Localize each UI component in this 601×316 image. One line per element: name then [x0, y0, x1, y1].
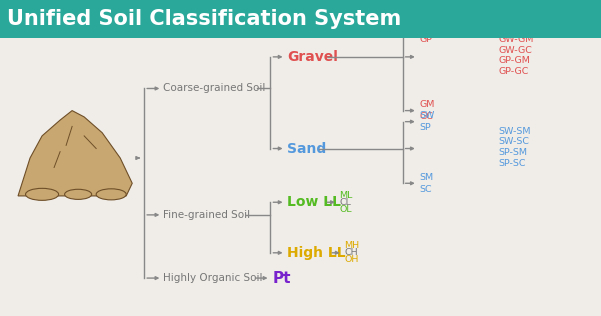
Text: High LL: High LL — [287, 246, 346, 260]
Text: GP-GC: GP-GC — [499, 67, 529, 76]
Text: Gravel: Gravel — [287, 50, 338, 64]
Text: CL: CL — [340, 198, 352, 207]
Text: GW: GW — [419, 23, 436, 32]
Text: SP: SP — [419, 124, 432, 132]
Text: OL: OL — [340, 205, 352, 214]
Text: Low LL: Low LL — [287, 195, 341, 209]
Text: GM: GM — [419, 100, 435, 109]
Text: GW-GM: GW-GM — [499, 35, 534, 44]
Polygon shape — [18, 111, 132, 196]
Text: Pt: Pt — [272, 270, 291, 286]
Text: CH: CH — [344, 248, 358, 257]
Text: SP-SC: SP-SC — [499, 159, 526, 168]
Text: GW-GC: GW-GC — [499, 46, 532, 55]
Text: Fine-grained Soil: Fine-grained Soil — [163, 210, 251, 220]
Text: Highly Organic Soil: Highly Organic Soil — [163, 273, 263, 283]
Text: SM: SM — [419, 173, 434, 182]
Text: ML: ML — [340, 191, 353, 200]
Text: Coarse-grained Soil: Coarse-grained Soil — [163, 83, 266, 94]
Ellipse shape — [96, 189, 126, 200]
FancyBboxPatch shape — [0, 0, 601, 38]
Text: GP: GP — [419, 35, 433, 44]
Ellipse shape — [65, 189, 91, 199]
Text: Unified Soil Classification System: Unified Soil Classification System — [7, 9, 401, 29]
Text: SW-SC: SW-SC — [499, 137, 530, 146]
Text: OH: OH — [344, 255, 359, 264]
Text: Sand: Sand — [287, 142, 326, 155]
Text: SP-SM: SP-SM — [499, 148, 528, 157]
Text: GP-GM: GP-GM — [499, 57, 531, 65]
Text: SC: SC — [419, 185, 432, 194]
Text: SW: SW — [419, 112, 435, 120]
Text: GC: GC — [419, 112, 433, 121]
Text: SW-SM: SW-SM — [499, 127, 531, 136]
Text: MH: MH — [344, 241, 359, 250]
Ellipse shape — [26, 188, 59, 200]
